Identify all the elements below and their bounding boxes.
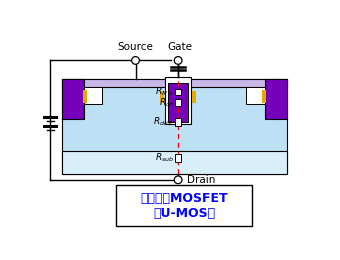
Text: $R_{sub}$: $R_{sub}$ [155, 152, 174, 165]
Circle shape [174, 57, 182, 64]
Bar [262, 90, 266, 103]
Bar [62, 79, 287, 87]
Bar [265, 79, 287, 119]
Bar [62, 151, 287, 174]
Circle shape [132, 57, 139, 64]
Bar [116, 185, 252, 226]
Bar [175, 99, 181, 106]
Text: $R_{ch}$: $R_{ch}$ [159, 96, 174, 109]
Bar [175, 154, 181, 162]
Text: $R_{drift}$: $R_{drift}$ [153, 116, 174, 128]
Text: $R_{N+}$: $R_{N+}$ [155, 86, 174, 98]
Bar [175, 118, 181, 126]
Bar [192, 91, 196, 103]
Bar [62, 79, 287, 174]
Bar [160, 91, 164, 103]
Bar [168, 83, 188, 122]
Text: Source: Source [118, 42, 153, 51]
Bar [175, 89, 181, 95]
Bar [62, 79, 84, 119]
Bar [165, 77, 191, 124]
Text: Drain: Drain [187, 175, 216, 185]
Bar [84, 87, 102, 103]
Bar [83, 90, 87, 103]
Text: Gate: Gate [167, 42, 192, 51]
Circle shape [174, 176, 182, 184]
Bar [246, 87, 265, 103]
Text: トレンチMOSFET
（U-MOS）: トレンチMOSFET （U-MOS） [140, 192, 228, 220]
